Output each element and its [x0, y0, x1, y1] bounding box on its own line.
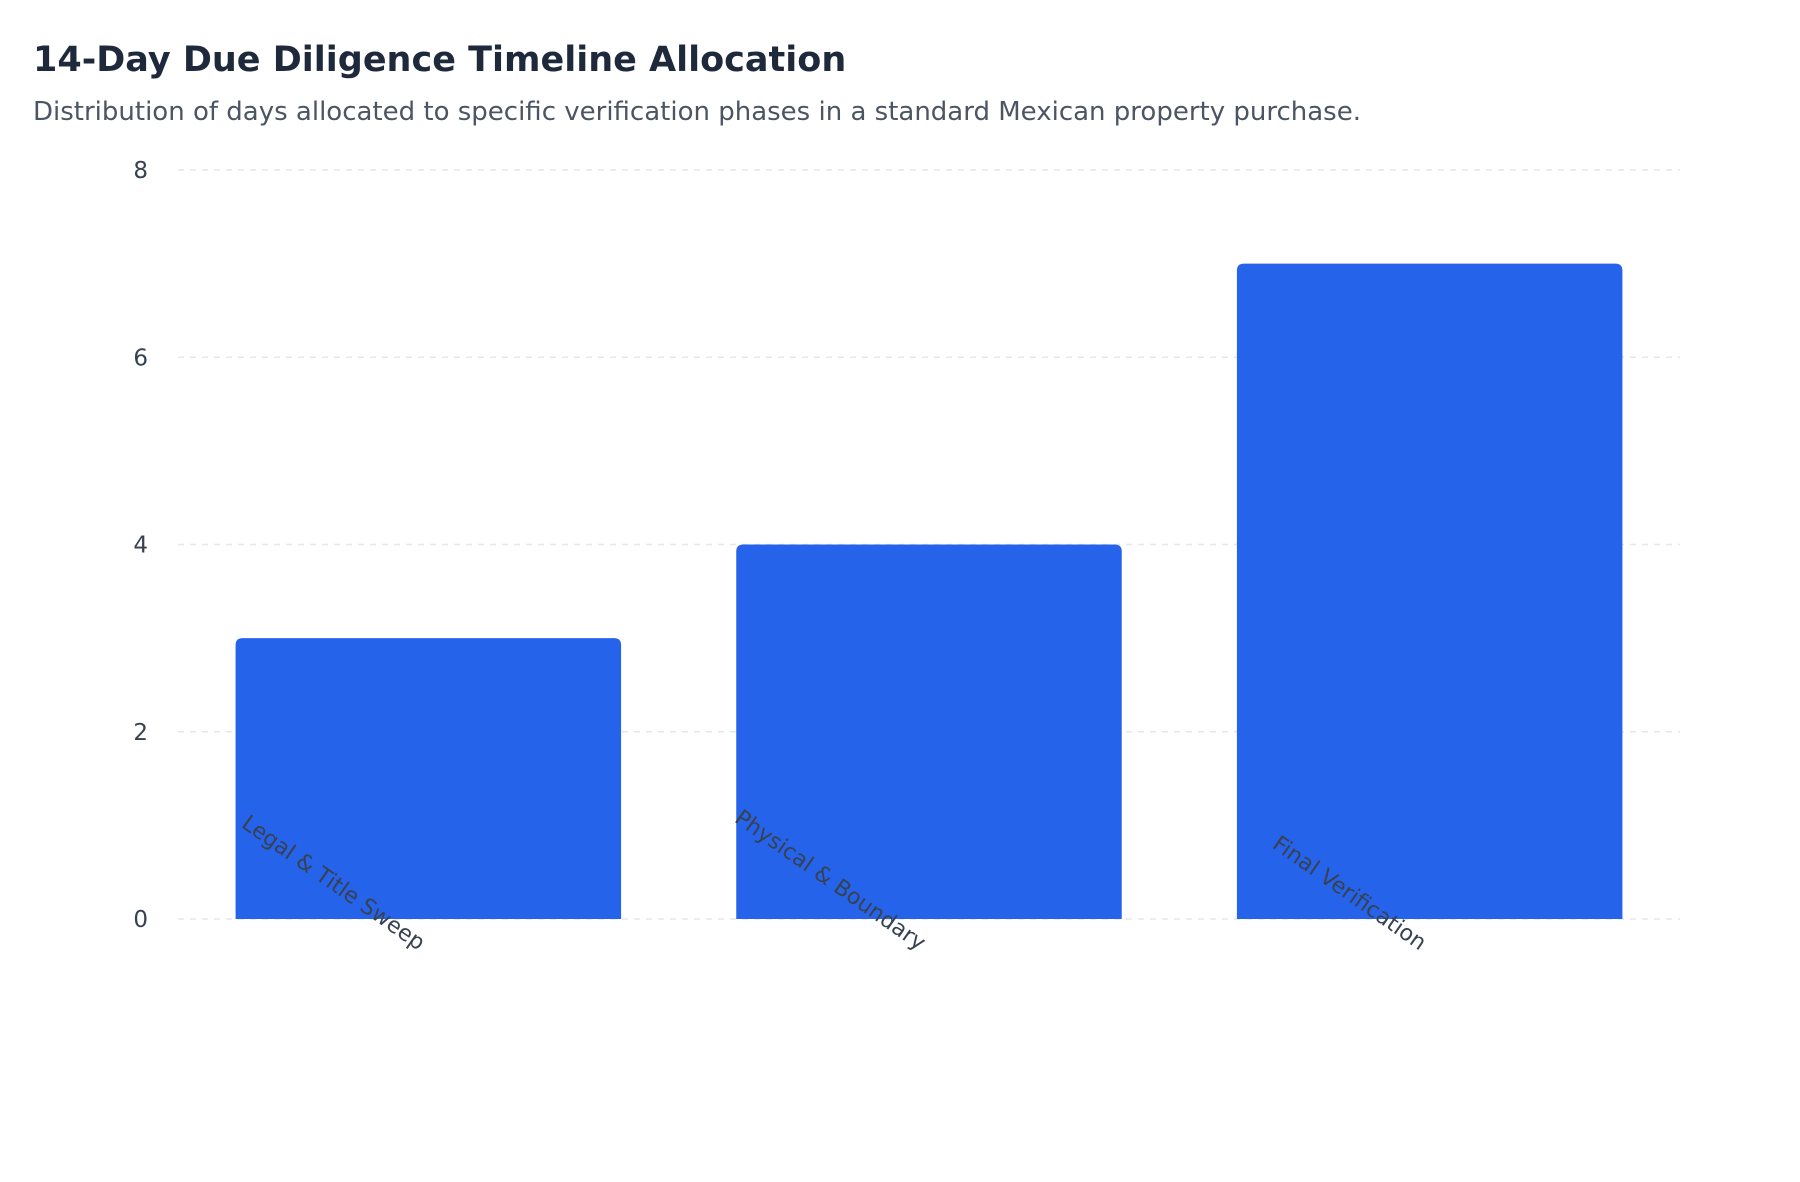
bar [736, 544, 1122, 919]
y-axis: 0 2 4 6 8 [133, 158, 148, 933]
y-tick-label: 8 [133, 158, 148, 184]
y-tick-label: 0 [133, 907, 148, 933]
bar [1236, 263, 1623, 919]
bar [235, 638, 622, 919]
chart-subtitle: Distribution of days allocated to specif… [33, 97, 1361, 127]
y-tick-label: 4 [133, 533, 148, 559]
bars [235, 263, 1623, 919]
chart-title: 14-Day Due Diligence Timeline Allocation [33, 40, 847, 80]
y-tick-label: 6 [133, 345, 148, 371]
y-tick-label: 2 [133, 720, 148, 746]
chart-header: 14-Day Due Diligence Timeline Allocation… [33, 36, 1773, 130]
